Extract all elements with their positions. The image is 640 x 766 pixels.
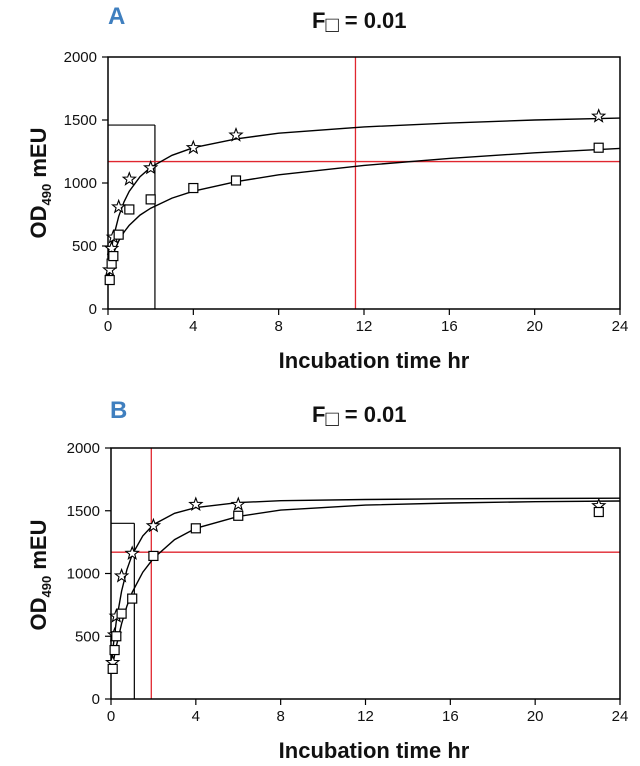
data-point-square — [124, 204, 135, 215]
y-axis-label: OD490 mEU — [26, 520, 54, 631]
y-tick-label: 500 — [72, 238, 97, 255]
data-point-square — [104, 274, 115, 286]
data-point-square — [148, 550, 159, 562]
fit-curve-star — [107, 117, 621, 272]
y-tick-label: 1000 — [67, 566, 100, 583]
y-tick-label: 1500 — [64, 112, 97, 129]
ylabel-subscript: 490 — [39, 576, 54, 598]
data-point-square — [108, 250, 119, 262]
data-point-star — [124, 545, 140, 560]
x-tick-label: 0 — [107, 708, 115, 725]
data-point-star — [113, 567, 130, 583]
data-point-star — [591, 108, 607, 123]
data-point-square — [111, 631, 122, 642]
panel-label: B — [110, 397, 127, 424]
data-point-star — [110, 198, 127, 214]
y-tick-label: 0 — [92, 691, 100, 708]
y-tick-label: 2000 — [64, 49, 97, 66]
title-prefix: F — [312, 402, 325, 427]
data-point-star — [142, 159, 159, 175]
y-tick-label: 2000 — [67, 440, 100, 457]
title-subscript: □ — [325, 406, 338, 431]
x-tick-label: 20 — [526, 318, 543, 335]
data-point-star — [145, 517, 162, 533]
x-tick-label: 24 — [612, 708, 629, 725]
ylabel-main: OD — [26, 597, 51, 630]
panel-b: B F□ = 0.01 OD490 mEU Incubation time hr … — [26, 397, 628, 763]
data-point-square — [593, 506, 604, 518]
data-point-square — [145, 194, 156, 205]
data-point-star — [228, 127, 244, 142]
data-point-star — [121, 171, 137, 186]
y-tick-label: 0 — [89, 301, 97, 318]
fit-curve-square — [107, 147, 621, 282]
x-tick-label: 16 — [441, 318, 458, 335]
x-tick-label: 8 — [276, 708, 284, 725]
x-axis-label: Incubation time hr — [279, 738, 470, 763]
data-point-square — [188, 182, 199, 194]
ylabel-main: OD — [26, 205, 51, 238]
data-point-star — [185, 139, 201, 155]
svg-text:OD490 mEU: OD490 mEU — [26, 520, 54, 631]
panel-a: A F□ = 0.01 OD490 mEU Incubation time hr … — [26, 3, 628, 373]
data-point-square — [109, 644, 120, 656]
x-tick-label: 0 — [104, 318, 112, 335]
x-tick-label: 16 — [442, 708, 459, 725]
title-subscript: □ — [325, 12, 338, 37]
data-point-square — [190, 523, 201, 534]
fit-curve-star — [110, 497, 621, 664]
chart-title: F□ = 0.01 — [312, 8, 407, 37]
chart-title: F□ = 0.01 — [312, 402, 407, 431]
data-point-star — [188, 496, 204, 511]
x-tick-label: 8 — [274, 318, 282, 335]
title-prefix: F — [312, 8, 325, 33]
y-tick-label: 1000 — [64, 175, 97, 192]
data-point-square — [113, 229, 124, 240]
x-tick-label: 20 — [527, 708, 544, 725]
fit-curve-square — [110, 500, 621, 675]
x-axis-label: Incubation time hr — [279, 348, 470, 373]
data-point-square — [107, 663, 118, 674]
title-suffix: = 0.01 — [345, 402, 407, 427]
x-tick-label: 4 — [192, 708, 200, 725]
x-tick-label: 12 — [356, 318, 373, 335]
data-point-square — [233, 510, 244, 521]
x-tick-label: 4 — [189, 318, 197, 335]
x-tick-label: 24 — [612, 318, 629, 335]
y-tick-label: 1500 — [67, 503, 100, 520]
ylabel-suffix: mEU — [26, 128, 51, 184]
x-tick-label: 12 — [357, 708, 374, 725]
ylabel-subscript: 490 — [39, 184, 54, 206]
data-point-star — [230, 496, 246, 511]
data-point-square — [116, 608, 127, 619]
panel-label: A — [108, 3, 125, 30]
title-suffix: = 0.01 — [345, 8, 407, 33]
data-point-square — [230, 175, 242, 186]
y-axis-label: OD490 mEU — [26, 128, 54, 239]
data-point-square — [127, 593, 138, 604]
svg-text:OD490 mEU: OD490 mEU — [26, 128, 54, 239]
plot-frame — [107, 56, 621, 310]
plot-frame — [110, 447, 621, 700]
y-tick-label: 500 — [75, 628, 100, 645]
ylabel-suffix: mEU — [26, 520, 51, 576]
data-point-square — [593, 142, 604, 153]
